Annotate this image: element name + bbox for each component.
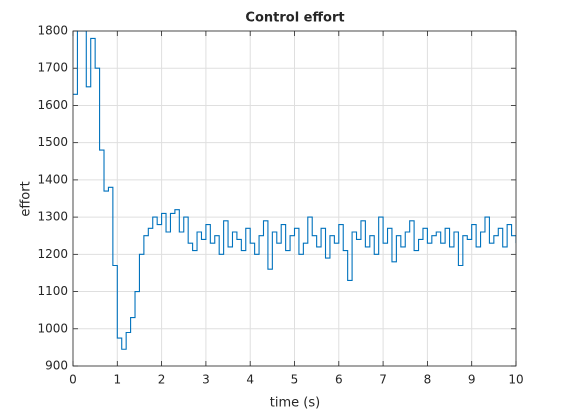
x-tick-label: 10 xyxy=(508,373,523,387)
y-axis-label: effort xyxy=(19,181,34,216)
y-tick-label: 1600 xyxy=(37,98,68,112)
x-tick-label: 2 xyxy=(158,373,166,387)
chart-title: Control effort xyxy=(245,11,344,26)
x-tick-label: 8 xyxy=(424,373,432,387)
y-tick-label: 1500 xyxy=(37,135,68,149)
effort-line xyxy=(73,31,516,350)
y-tick-label: 1100 xyxy=(37,284,68,298)
x-tick-label: 3 xyxy=(202,373,210,387)
plot-frame xyxy=(72,30,517,367)
x-axis-label: time (s) xyxy=(270,396,320,411)
y-tick-label: 900 xyxy=(45,359,68,373)
y-tick-label: 1400 xyxy=(37,172,68,186)
y-tick-label: 1200 xyxy=(37,247,68,261)
y-tick-label: 1000 xyxy=(37,321,68,335)
y-tick-label: 1300 xyxy=(37,210,68,224)
x-tick-label: 6 xyxy=(335,373,343,387)
x-tick-label: 9 xyxy=(468,373,476,387)
y-tick-label: 1800 xyxy=(37,24,68,38)
x-tick-label: 7 xyxy=(379,373,387,387)
y-tick-label: 1700 xyxy=(37,61,68,75)
x-tick-label: 1 xyxy=(113,373,121,387)
x-tick-label: 5 xyxy=(291,373,299,387)
x-tick-label: 0 xyxy=(69,373,77,387)
x-tick-label: 4 xyxy=(246,373,254,387)
